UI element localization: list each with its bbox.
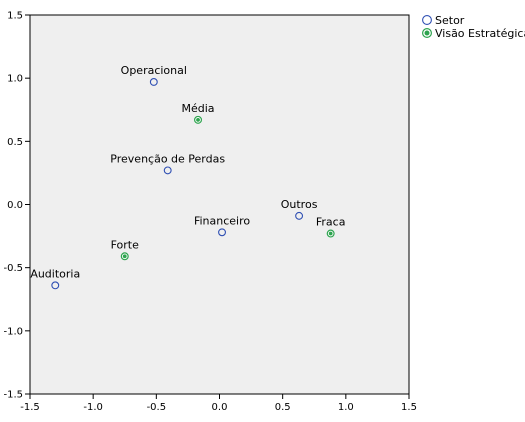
legend-label: Visão Estratégica (435, 27, 525, 40)
legend-label: Setor (435, 14, 465, 27)
point-label: Auditoria (30, 267, 80, 280)
point-label: Fraca (316, 216, 346, 229)
point-label: Financeiro (194, 214, 250, 227)
x-tick-label: 1.5 (401, 402, 417, 413)
y-tick-label: -0.5 (3, 263, 23, 274)
x-tick-label: -0.5 (147, 402, 167, 413)
data-points: Operacional Prevenção de Perdas Financeiro… (30, 64, 346, 290)
point-marker-fill (196, 117, 200, 122)
plot-area (29, 14, 410, 395)
y-tick-label: 0.0 (7, 200, 23, 211)
y-tick-label: 1.0 (7, 74, 23, 85)
x-tick-label: 1.0 (338, 402, 354, 413)
point-marker (218, 228, 226, 237)
point-marker (163, 166, 172, 175)
point-marker-fill (122, 254, 127, 259)
legend-marker-fill (424, 30, 430, 36)
x-tick-label: -1.5 (20, 402, 40, 413)
y-tick-label: 1.5 (7, 11, 23, 22)
point-label: Forte (111, 238, 140, 251)
y-tick-label: -1.0 (3, 326, 23, 337)
point-label: Outros (281, 198, 318, 211)
x-tick-label: 0.5 (275, 402, 291, 413)
point-label: Prevenção de Perdas (110, 152, 225, 165)
point-marker (149, 78, 158, 86)
point-label: Média (181, 102, 214, 115)
point-marker-fill (328, 231, 333, 236)
point-label: Operacional (121, 64, 187, 77)
point-marker (51, 281, 60, 290)
axes: -1.5 -1.0 -0.5 0.0 0.5 1.0 1.5 -1.5 -1.0 -0.5 0.0 0… (3, 11, 416, 414)
point-marker (295, 211, 304, 220)
legend-marker (422, 15, 432, 25)
x-tick-label: 0.0 (212, 402, 228, 413)
y-tick-label: 0.5 (7, 137, 23, 148)
y-tick-label: -1.5 (3, 390, 23, 401)
x-tick-label: -1.0 (83, 402, 103, 413)
